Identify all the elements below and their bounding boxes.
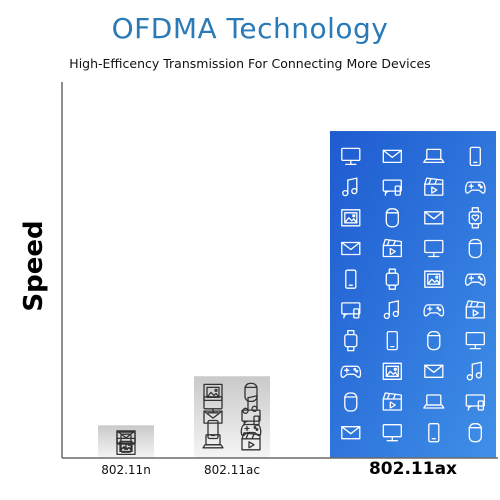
x-tick-label-802-11ac: 802.11ac — [204, 463, 260, 477]
speaker-icon — [468, 238, 482, 259]
heart-watch-icon — [468, 207, 482, 229]
music-icon — [342, 177, 358, 197]
gamepad-icon — [340, 365, 362, 378]
speaker-icon — [385, 208, 399, 228]
music-icon — [242, 395, 258, 414]
clapper-icon — [465, 300, 485, 319]
gamepad-icon — [464, 181, 486, 194]
envelope-icon — [382, 149, 402, 164]
photo-icon — [116, 437, 136, 456]
cast-icon — [341, 302, 361, 319]
laptop-icon — [423, 148, 445, 164]
clapper-icon — [241, 432, 261, 451]
clapper-icon — [382, 392, 402, 411]
phone-icon — [207, 419, 219, 440]
monitor-icon — [382, 424, 402, 442]
phone-icon — [469, 146, 481, 167]
envelope-icon — [341, 426, 361, 440]
watch-icon — [344, 329, 358, 352]
speaker-icon — [244, 382, 258, 403]
cast-icon — [382, 179, 402, 196]
music-icon — [466, 361, 482, 381]
monitor-icon — [424, 239, 444, 258]
speaker-icon — [344, 392, 358, 412]
envelope-icon — [341, 241, 361, 256]
clapper-icon — [382, 238, 402, 258]
photo-icon — [382, 362, 402, 380]
x-tick-label-802-11ax: 802.11ax — [368, 459, 458, 479]
speaker-icon — [468, 423, 482, 443]
phone-icon — [386, 330, 398, 351]
envelope-icon — [203, 410, 223, 424]
monitor-icon — [465, 331, 485, 350]
laptop-icon — [202, 434, 224, 449]
music-icon — [383, 300, 399, 320]
envelope-icon — [424, 364, 444, 378]
watch-icon — [385, 268, 399, 290]
x-tick-label-802-11n: 802.11n — [101, 463, 151, 477]
photo-icon — [424, 270, 444, 288]
phone-icon — [345, 269, 357, 289]
gamepad-icon — [464, 273, 486, 286]
photo-icon — [341, 209, 361, 227]
monitor-icon — [341, 147, 361, 166]
bar-802-11ax — [330, 131, 496, 459]
chart-title: OFDMA Technology — [111, 12, 389, 45]
chart-subtitle: High-Efficency Transmission For Connecti… — [69, 56, 431, 71]
speaker-icon — [427, 330, 441, 351]
clapper-icon — [424, 177, 444, 196]
envelope-icon — [424, 211, 444, 225]
phone-icon — [428, 423, 440, 443]
gamepad-icon — [240, 423, 262, 437]
laptop-icon — [423, 394, 445, 409]
cast-icon — [465, 394, 485, 411]
gamepad-icon — [423, 304, 445, 317]
